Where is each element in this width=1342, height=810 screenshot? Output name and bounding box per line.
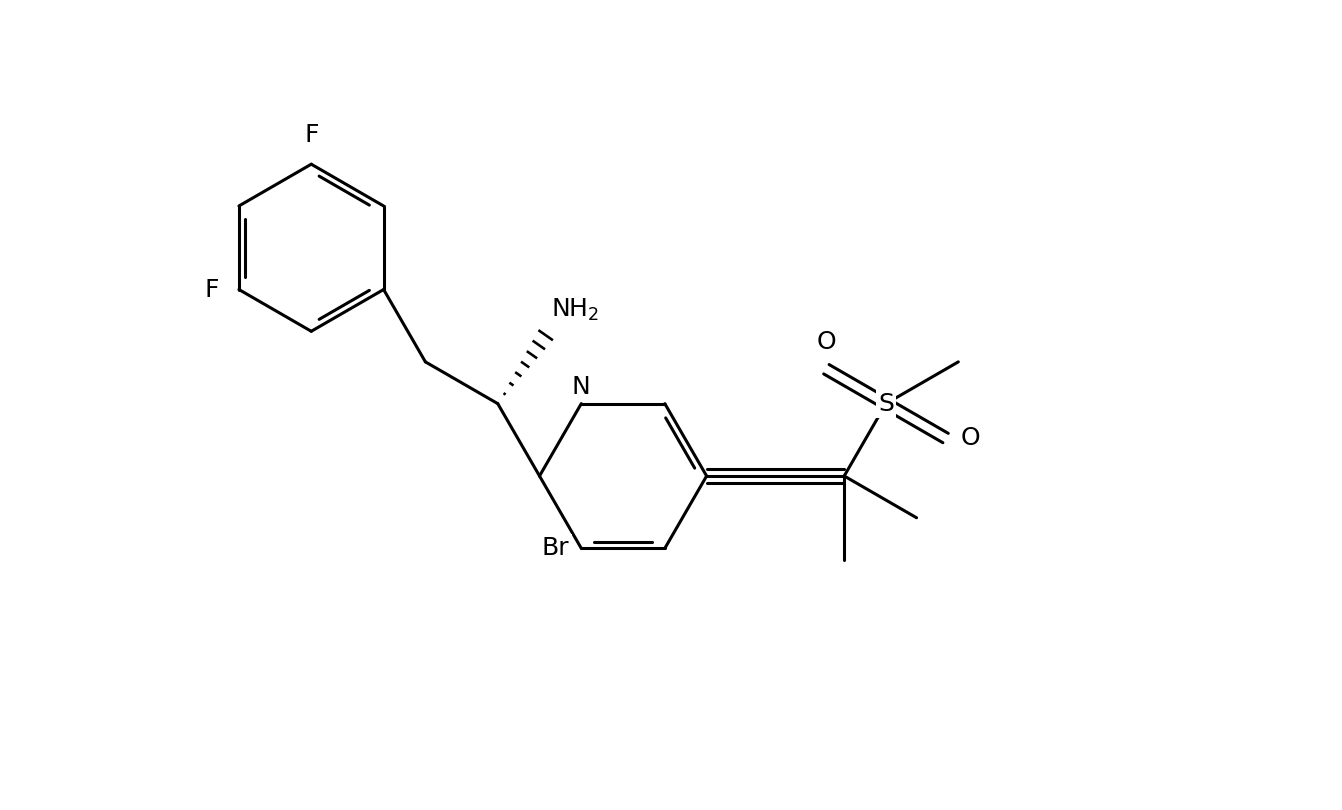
Text: O: O [961, 426, 980, 450]
Text: NH$_2$: NH$_2$ [550, 297, 599, 323]
Text: F: F [305, 122, 318, 147]
Text: N: N [572, 375, 590, 399]
Text: S: S [878, 392, 894, 416]
Text: Br: Br [542, 536, 569, 561]
Text: O: O [816, 330, 836, 355]
Text: F: F [205, 278, 219, 301]
